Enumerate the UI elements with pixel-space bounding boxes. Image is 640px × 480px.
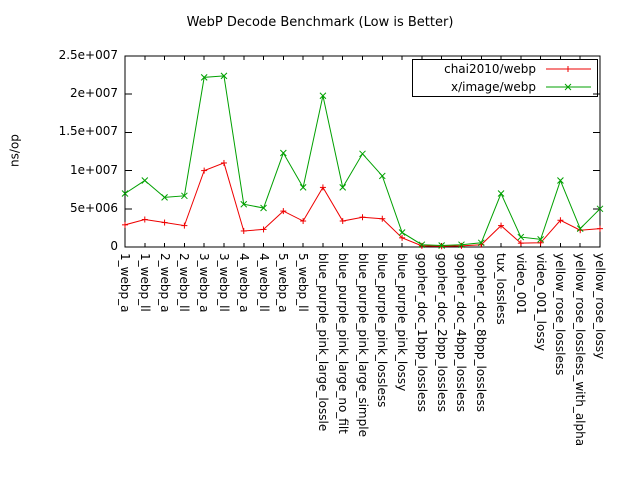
x-tick-label: 4_webp_a <box>236 253 251 313</box>
y-tick-label: 2e+007 <box>70 86 118 101</box>
x-tick-label: 4_webp_ll <box>256 253 271 312</box>
y-tick-label: 2.5e+007 <box>58 48 118 62</box>
x-tick-label: yellow_rose_lossy <box>593 253 607 360</box>
x-tick-label: gopher_doc_8bpp_lossless <box>474 253 489 412</box>
y-tick-label: 0 <box>110 239 118 253</box>
x-tick-label: yellow_rose_lossless <box>553 253 568 376</box>
x-tick-label: gopher_doc_4bpp_lossless <box>454 253 469 412</box>
chart-title: WebP Decode Benchmark (Low is Better) <box>186 15 454 30</box>
series-line-chai2010-webp <box>124 162 601 247</box>
x-tick-label: yellow_rose_lossless_with_alpha <box>573 253 588 447</box>
x-tick-label: blue_purple_pink_large_lossle <box>315 253 330 432</box>
x-tick-label: blue_purple_pink_lossy <box>395 253 410 392</box>
x-tick-label: video_001 <box>513 253 528 315</box>
x-tick-label: tux_lossless <box>494 253 509 325</box>
legend-row: chai2010/webp <box>413 60 597 78</box>
legend-sample-icon <box>546 83 591 91</box>
x-tick-label: 2_webp_a <box>157 253 172 313</box>
x-tick-label: 3_webp_ll <box>216 253 231 312</box>
y-tick-label: 1e+007 <box>70 162 118 177</box>
x-tick-label: video_001_lossy <box>533 253 548 351</box>
y-tick-label: 5e+006 <box>70 200 118 215</box>
y-tick-label: 1.5e+007 <box>58 124 118 139</box>
legend: chai2010/webp x/image/webp <box>412 59 598 97</box>
x-tick-label: gopher_doc_2bpp_lossless <box>434 253 449 412</box>
x-tick-label: blue_purple_pink_large_no_filt <box>335 253 350 434</box>
legend-label: chai2010/webp <box>444 62 536 76</box>
legend-label: x/image/webp <box>451 80 536 94</box>
x-tick-label: 5_webp_a <box>276 253 291 313</box>
x-tick-label: blue_purple_pink_large_simple <box>355 253 370 437</box>
x-tick-label: 5_webp_ll <box>296 253 311 312</box>
x-tick-label: 2_webp_ll <box>177 253 192 312</box>
legend-row: x/image/webp <box>413 78 597 96</box>
x-tick-label: 1_webp_ll <box>137 253 152 312</box>
x-tick-label: 3_webp_a <box>197 253 212 313</box>
x-tick-label: gopher_doc_1bpp_lossless <box>414 253 429 412</box>
x-tick-label: 1_webp_a <box>118 253 132 313</box>
legend-sample-icon <box>546 66 591 72</box>
x-tick-label: blue_purple_pink_lossless <box>375 253 390 408</box>
